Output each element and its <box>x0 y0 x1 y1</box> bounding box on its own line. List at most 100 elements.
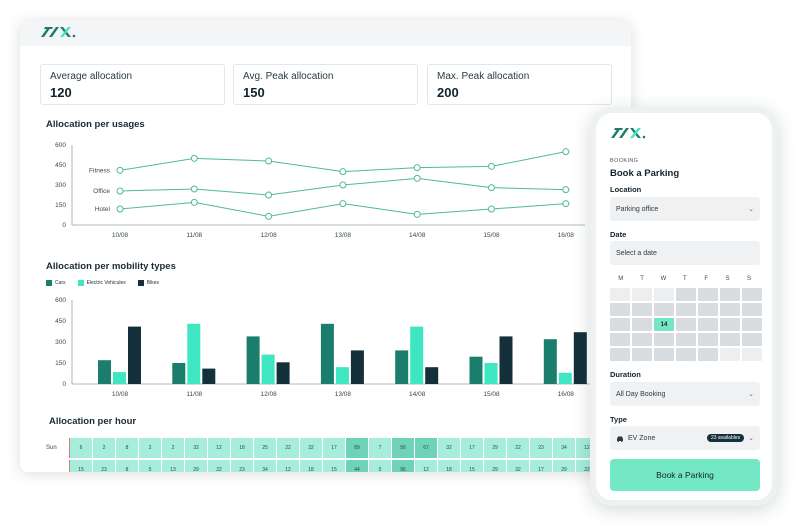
location-select[interactable]: Parking office ⌄ <box>610 197 760 221</box>
heatmap-cell: 6 <box>70 438 92 458</box>
bar-14-08 <box>395 350 409 384</box>
calendar-day[interactable] <box>632 348 652 361</box>
bar-15-08 <box>469 356 483 384</box>
heatmap-cell: 67 <box>415 438 437 458</box>
legend-item-ev: Electric Vehicules <box>77 280 126 286</box>
x-tick-label: 16/08 <box>558 391 575 398</box>
calendar-day[interactable] <box>654 303 674 316</box>
heatmap-cell: 23 <box>231 460 253 472</box>
calendar-day[interactable] <box>654 348 674 361</box>
bar-14-08 <box>410 326 424 384</box>
calendar-day[interactable] <box>698 348 718 361</box>
calendar-day[interactable] <box>698 303 718 316</box>
series-label: Fitness <box>89 167 111 174</box>
calendar-day[interactable] <box>632 318 652 331</box>
duration-value: All Day Booking <box>616 390 666 398</box>
calendar-day[interactable] <box>610 318 630 331</box>
heatmap-cell: 12 <box>415 460 437 472</box>
calendar-day[interactable] <box>610 348 630 361</box>
heatmap-cell: 2 <box>162 438 184 458</box>
calendar-day[interactable] <box>676 303 696 316</box>
heatmap-cell: 32 <box>185 438 207 458</box>
calendar-day[interactable] <box>698 318 718 331</box>
type-meta: 23 availables ⌄ <box>706 434 754 442</box>
heatmap-cell: 15 <box>70 460 92 472</box>
calendar-day[interactable] <box>698 288 718 301</box>
calendar-day[interactable] <box>676 333 696 346</box>
calendar-day[interactable] <box>632 333 652 346</box>
legend-swatch <box>77 280 84 286</box>
y-tick-label: 300 <box>55 182 66 189</box>
weekday-label: T <box>683 276 687 282</box>
location-label: Location <box>610 185 642 194</box>
heatmap-cell: 32 <box>300 438 322 458</box>
calendar-day[interactable] <box>698 333 718 346</box>
x-tick-label: 10/08 <box>112 391 129 398</box>
x-tick-label: 14/08 <box>409 232 426 239</box>
brand-logo <box>611 128 646 139</box>
date-label: Date <box>610 230 627 239</box>
type-select[interactable]: EV Zone 23 availables ⌄ <box>610 426 760 450</box>
calendar-day[interactable] <box>676 348 696 361</box>
brand-logo <box>41 27 76 38</box>
stat-value: 120 <box>50 85 72 100</box>
calendar-day[interactable] <box>676 318 696 331</box>
legend-label: Bikes <box>146 280 159 286</box>
heatmap-cell: 22 <box>277 438 299 458</box>
y-tick-label: 150 <box>55 360 66 367</box>
calendar-day-selected[interactable]: 14 <box>654 318 674 331</box>
calendar-day[interactable] <box>720 333 740 346</box>
data-point <box>265 157 273 165</box>
heatmap-cell: 5 <box>369 460 391 472</box>
calendar-day[interactable] <box>720 288 740 301</box>
heatmap-cell: 23 <box>530 438 552 458</box>
x-tick-label: 12/08 <box>260 232 277 239</box>
calendar-day[interactable] <box>654 333 674 346</box>
bar-15-08 <box>499 336 513 384</box>
bar-13-08 <box>350 350 364 384</box>
calendar-day[interactable] <box>742 288 762 301</box>
dashboard-header <box>20 20 631 46</box>
date-placeholder: Select a date <box>616 249 657 257</box>
heatmap-cell: 2 <box>139 438 161 458</box>
calendar-day[interactable] <box>720 303 740 316</box>
hour-chart-title: Allocation per hour <box>49 416 137 427</box>
calendar-day[interactable] <box>720 318 740 331</box>
x-tick-label: 15/08 <box>483 232 500 239</box>
calendar-day <box>720 348 740 361</box>
y-tick-label: 150 <box>55 202 66 209</box>
stat-average-allocation: Average allocation 120 <box>40 64 225 105</box>
y-tick-label: 300 <box>55 339 66 346</box>
data-point <box>116 187 124 195</box>
booking-kicker: BOOKING <box>610 158 639 164</box>
duration-select[interactable]: All Day Booking ⌄ <box>610 382 760 406</box>
bar-10-08 <box>113 372 126 384</box>
heatmap-cell: 29 <box>185 460 207 472</box>
calendar-day[interactable] <box>676 288 696 301</box>
book-parking-button[interactable]: Book a Parking <box>610 459 760 491</box>
calendar-day[interactable] <box>742 303 762 316</box>
calendar-day[interactable] <box>610 303 630 316</box>
data-point <box>190 185 198 193</box>
phone-booking-screen: BOOKING Book a Parking Location Parking … <box>590 107 778 506</box>
bar-11-08 <box>187 323 201 384</box>
weekday-label: S <box>747 276 752 282</box>
legend-swatch <box>46 280 52 286</box>
calendar-day[interactable] <box>742 318 762 331</box>
availability-badge: 23 availables <box>706 434 745 442</box>
date-field[interactable]: Select a date <box>610 241 760 265</box>
heatmap-cell: 23 <box>93 460 115 472</box>
calendar-day[interactable] <box>610 333 630 346</box>
heatmap-cell: 29 <box>484 438 506 458</box>
calendar-day[interactable] <box>632 303 652 316</box>
heatmap-row: 15 23 8 5 13 29 22 23 34 12 18 15 44 5 96 12 18 15 29 32 17 2… <box>46 460 622 472</box>
bar-10-08 <box>128 326 141 384</box>
x-tick-label: 13/08 <box>335 232 352 239</box>
bar-11-08 <box>172 363 186 384</box>
stat-label: Avg. Peak allocation <box>243 71 334 82</box>
data-point <box>190 154 198 162</box>
heatmap-cell: 17 <box>461 438 483 458</box>
heatmap-cell: 32 <box>507 460 529 472</box>
calendar-day[interactable] <box>742 333 762 346</box>
